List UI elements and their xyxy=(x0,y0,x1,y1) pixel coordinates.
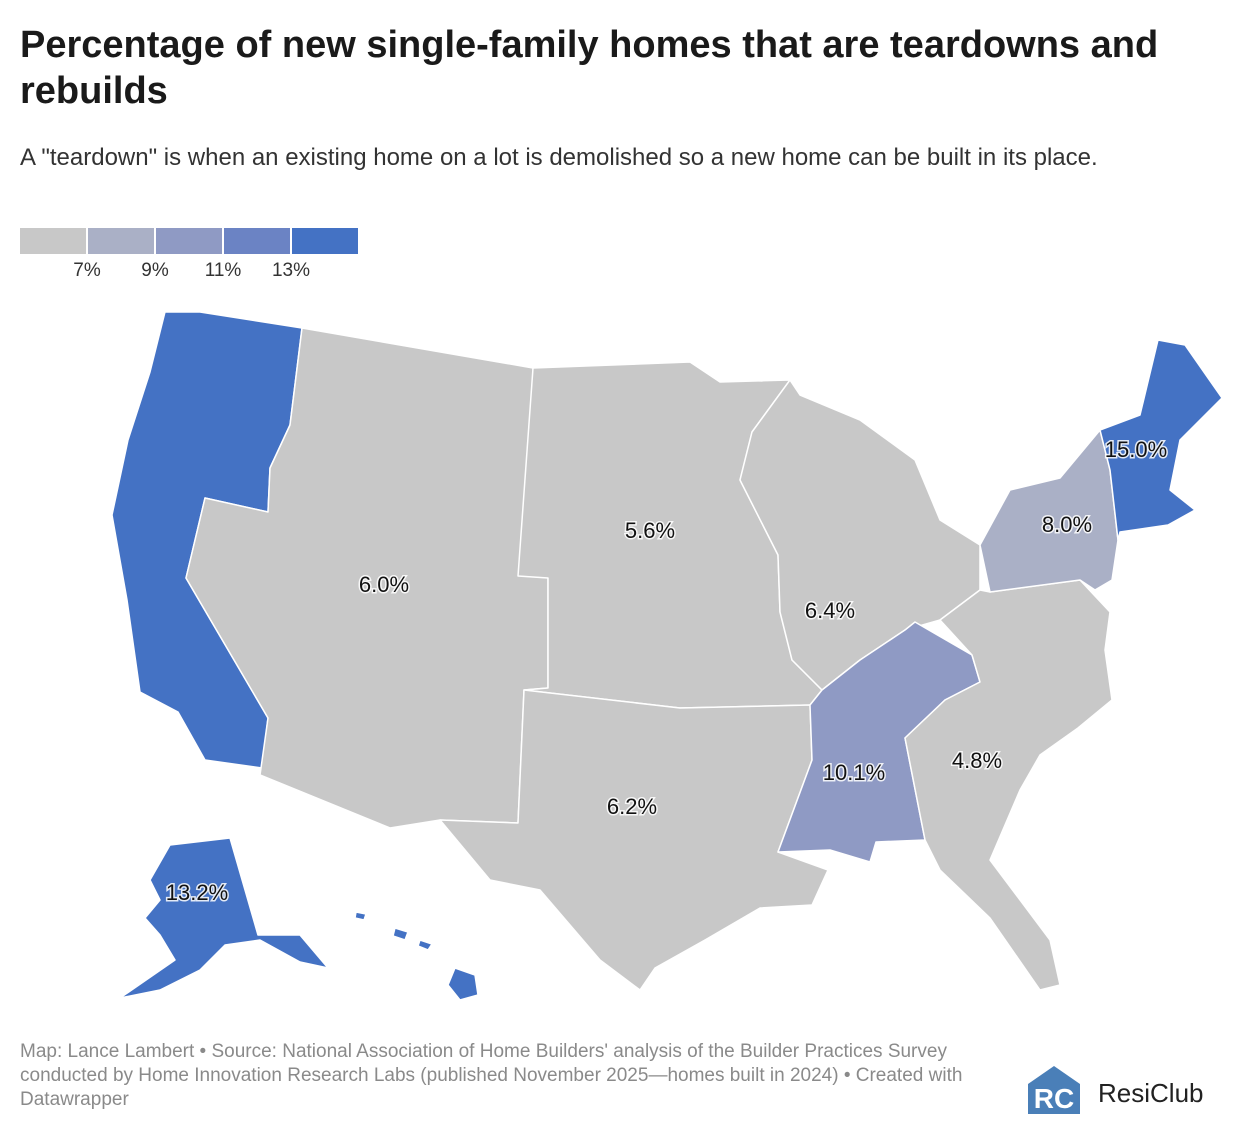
value-label-alaska-hawaii: 13.2% xyxy=(166,880,228,905)
legend-swatch-3 xyxy=(156,228,222,254)
legend-swatch-5 xyxy=(292,228,358,254)
value-label-middle-atlantic: 8.0% xyxy=(1042,512,1092,537)
chart-subtitle: A "teardown" is when an existing home on… xyxy=(20,144,1098,171)
legend-swatch-2 xyxy=(88,228,154,254)
logo-brand-name: ResiClub xyxy=(1098,1078,1204,1108)
rc-logo-icon: RC xyxy=(1028,1066,1080,1114)
choropleth-map: 6.0% 5.6% 6.4% 6.2% 10.1% 4.8% 8.0% 15.0… xyxy=(0,290,1240,1010)
region-south-atlantic[interactable] xyxy=(904,579,1113,991)
legend-tick-2: 9% xyxy=(141,260,169,281)
region-new-england[interactable] xyxy=(1099,339,1223,541)
region-alaska-hawaii[interactable] xyxy=(119,837,479,1001)
legend-swatch-1 xyxy=(20,228,86,254)
value-label-south-atlantic: 4.8% xyxy=(952,748,1002,773)
us-map-svg: 6.0% 5.6% 6.4% 6.2% 10.1% 4.8% 8.0% 15.0… xyxy=(111,311,1223,1001)
source-footnote: Map: Lance Lambert • Source: National As… xyxy=(20,1041,963,1110)
value-label-mountain: 6.0% xyxy=(359,572,409,597)
legend-tick-1: 7% xyxy=(73,260,101,281)
value-label-east-south-central: 10.1% xyxy=(823,760,885,785)
color-legend: 7% 9% 11% 13% xyxy=(20,228,360,288)
value-label-west-south-central: 6.2% xyxy=(607,794,657,819)
legend-tick-4: 13% xyxy=(271,260,311,281)
chart-title: Percentage of new single-family homes th… xyxy=(20,24,1159,112)
value-label-new-england: 15.0% xyxy=(1105,437,1167,462)
svg-text:RC: RC xyxy=(1034,1083,1074,1114)
legend-tick-3: 11% xyxy=(204,260,242,281)
value-label-east-north-central: 6.4% xyxy=(805,598,855,623)
legend-swatch-4 xyxy=(224,228,290,254)
region-middle-atlantic[interactable] xyxy=(979,429,1119,593)
value-label-west-north-central: 5.6% xyxy=(625,518,675,543)
resiclub-logo: RC ResiClub xyxy=(1024,1062,1224,1122)
